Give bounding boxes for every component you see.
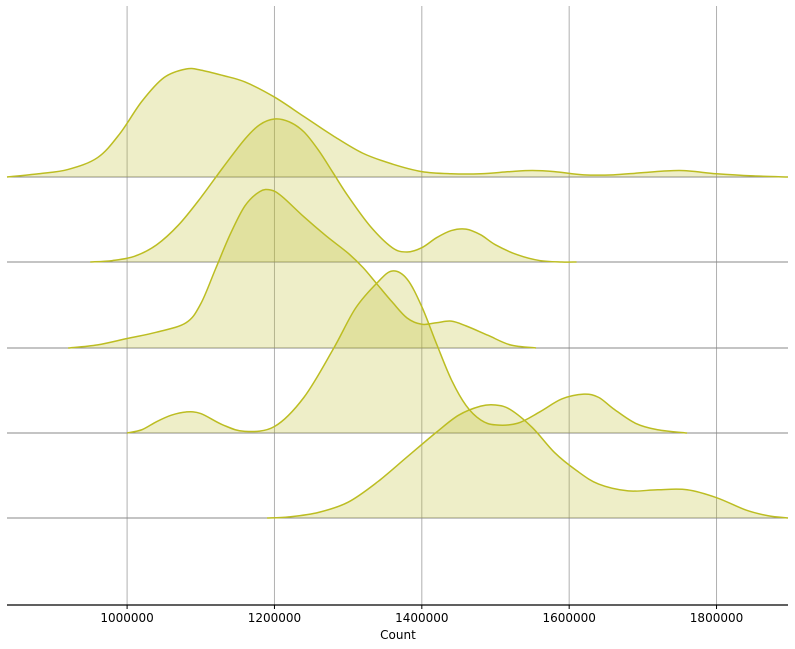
- ridge-line: [126, 270, 688, 434]
- ridge-fill: [90, 118, 577, 263]
- ridges: [6, 67, 789, 519]
- gridlines: [7, 6, 788, 605]
- ridge-line: [90, 118, 577, 263]
- ridge-fill: [127, 270, 688, 433]
- x-tick-label: 1400000: [395, 611, 448, 625]
- x-axis-title: Count: [380, 628, 416, 642]
- x-tick-label: 1600000: [542, 611, 595, 625]
- x-axis: 1000000 1200000 1400000 1600000 1800000: [7, 604, 788, 625]
- ridge-fill: [267, 404, 789, 518]
- ridge-line: [6, 67, 789, 178]
- ridge-line: [267, 403, 789, 519]
- ridge-fill: [7, 68, 788, 177]
- x-tick-label: 1800000: [690, 611, 743, 625]
- ridge-line: [68, 188, 537, 349]
- x-tick-label: 1000000: [100, 611, 153, 625]
- x-tick-label: 1200000: [248, 611, 301, 625]
- ridge-fill: [68, 189, 537, 348]
